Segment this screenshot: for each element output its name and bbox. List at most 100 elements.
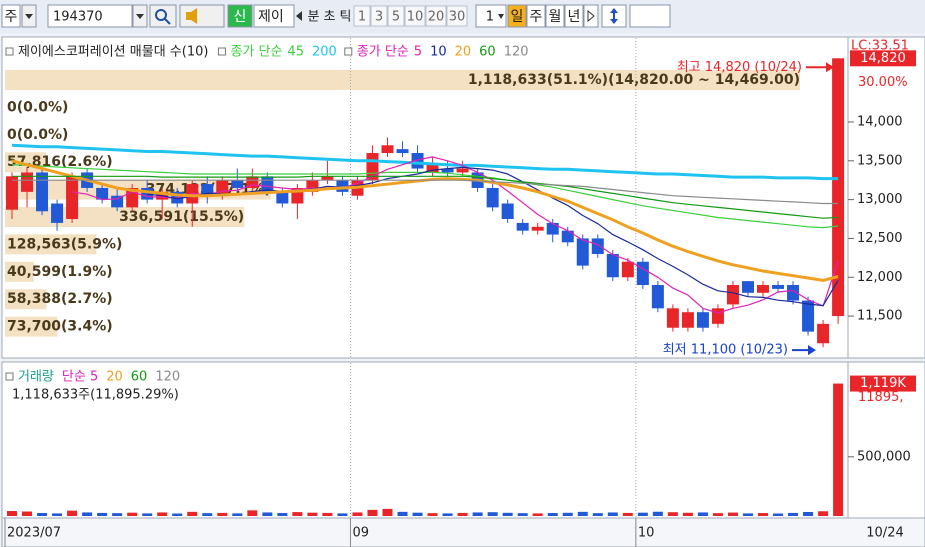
interval-button[interactable] — [425, 5, 447, 27]
y-tick-label: 13,000 — [857, 192, 903, 207]
volume-bar — [112, 513, 123, 516]
high-arrowhead — [826, 62, 834, 73]
volume-bar — [758, 513, 768, 516]
chart-title: 제이에스코퍼레이션 매물대 수(10) — [18, 45, 208, 60]
y-tick-label: 12,000 — [857, 270, 903, 285]
unit-label[interactable]: 틱 — [340, 10, 352, 25]
badge-box[interactable] — [227, 4, 253, 28]
search-icon — [164, 18, 171, 25]
candle-body — [636, 261, 649, 286]
interval-button[interactable] — [353, 5, 371, 27]
legend-prefix: 종가 단순 — [357, 45, 409, 60]
candle-body — [96, 187, 109, 200]
volume-bar — [7, 511, 17, 516]
high-annotation: 최고 14,820 (10/24) — [677, 60, 802, 75]
unit-label[interactable]: 초 — [324, 10, 336, 25]
last-volume-label: 1,119K — [860, 376, 906, 391]
interval-label[interactable]: 1 — [358, 10, 366, 25]
name-box[interactable] — [253, 4, 295, 28]
next-arrow — [587, 9, 595, 23]
candle-body — [591, 238, 604, 254]
volume-panel — [1, 361, 849, 519]
volume-bar — [547, 513, 558, 516]
volume-profile-bar — [5, 70, 800, 90]
low-annotation: 최저 11,100 (10/23) — [663, 343, 788, 358]
period-label[interactable]: 일 — [511, 9, 524, 25]
volume-bar — [97, 512, 108, 516]
moving-average-line — [12, 179, 839, 205]
prev-arrow — [296, 11, 302, 21]
interval-button[interactable] — [446, 5, 468, 27]
candle-body — [561, 230, 574, 243]
code-type-box[interactable] — [1, 4, 21, 28]
candle-body — [231, 180, 244, 188]
candle-body — [726, 285, 739, 305]
volume-profile-label: 0(0.0%) — [7, 127, 68, 143]
candle-body — [666, 308, 679, 328]
code-input[interactable] — [47, 4, 133, 28]
interval-label[interactable]: 3 — [375, 10, 383, 25]
volume-profile-bar — [5, 261, 34, 282]
period-button[interactable] — [545, 4, 565, 28]
volume-bar — [127, 512, 138, 516]
volume-bar — [157, 512, 168, 516]
interval-label[interactable]: 5 — [392, 10, 400, 25]
moving-average-line — [147, 166, 839, 307]
period-button[interactable] — [564, 4, 584, 28]
dropdown-arrow — [498, 14, 504, 19]
legend-entry: 20 — [455, 45, 472, 60]
volume-bar — [277, 513, 288, 516]
legend-entry: 120 — [155, 370, 180, 385]
stock-name: 제이 — [258, 9, 284, 25]
candle-body — [711, 308, 724, 324]
volume-profile-label: 40,599(1.9%) — [7, 264, 113, 280]
candle-body — [621, 261, 634, 278]
candle-body — [336, 180, 349, 192]
volume-bar — [667, 512, 678, 516]
candle-body — [321, 176, 334, 181]
candle-body — [486, 187, 499, 208]
volume-bar — [682, 512, 693, 516]
period-label[interactable]: 년 — [568, 9, 581, 25]
volume-bar — [217, 512, 228, 516]
legend-prefix: 종가 단순 — [230, 45, 282, 60]
candle-body — [802, 300, 815, 332]
legend-marker — [217, 47, 226, 56]
period-button[interactable] — [526, 4, 546, 28]
x-tick-label: 10/24 — [866, 526, 903, 541]
interval-label[interactable]: 30 — [449, 10, 466, 25]
candle-body — [817, 323, 830, 344]
count[interactable]: 1 — [486, 10, 494, 25]
period-label[interactable]: 주 — [530, 9, 543, 25]
candle-body — [501, 203, 514, 220]
interval-button[interactable] — [370, 5, 388, 27]
speaker-button[interactable] — [179, 4, 225, 28]
candle-body — [396, 149, 409, 154]
volume-bar — [652, 511, 663, 516]
legend-entry: 120 — [504, 45, 529, 60]
interval-label[interactable]: 20 — [428, 10, 445, 25]
candle-body — [6, 176, 18, 210]
count-box[interactable] — [475, 4, 507, 28]
volume-bar — [818, 511, 829, 516]
unit-label[interactable]: 분 — [308, 10, 320, 25]
next-button[interactable] — [583, 4, 599, 28]
candle-body — [306, 180, 319, 192]
period-button[interactable] — [507, 4, 527, 28]
period-label[interactable]: 월 — [549, 9, 562, 25]
volume-bar — [442, 513, 453, 516]
y-tick-label: 13,500 — [857, 153, 903, 168]
volume-bar — [562, 512, 573, 516]
interval-button[interactable] — [387, 5, 405, 27]
volume-bar — [367, 509, 378, 516]
candle-body — [651, 285, 664, 309]
empty-input[interactable] — [629, 4, 671, 28]
legend-entry: 60 — [131, 370, 148, 385]
search-button[interactable] — [149, 4, 177, 28]
volume-bar — [307, 512, 318, 516]
speaker-icon — [186, 8, 197, 24]
volume-profile-bar — [5, 234, 97, 255]
y-tick-label: 12,500 — [857, 231, 903, 246]
interval-label[interactable]: 10 — [407, 10, 424, 25]
interval-button[interactable] — [404, 5, 426, 27]
